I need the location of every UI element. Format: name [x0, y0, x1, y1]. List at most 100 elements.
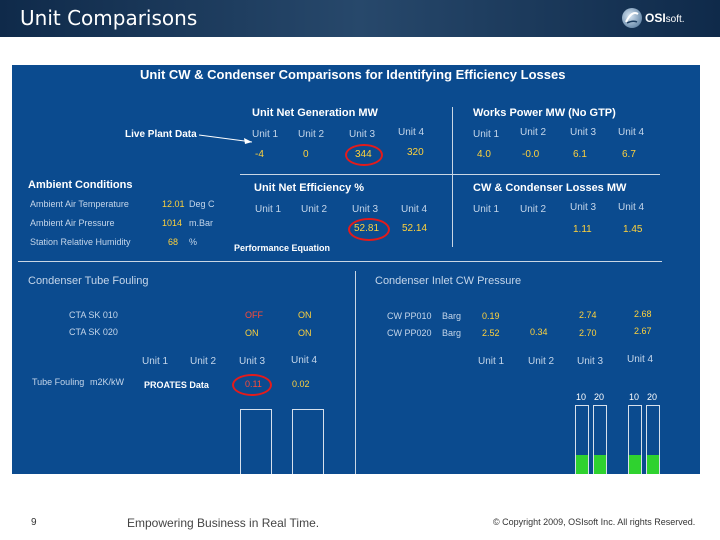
works-power-value-1: 4.0 [477, 149, 491, 160]
pump-20-label-unit-4: 20 [647, 392, 658, 402]
works-power-unit-2: Unit 2 [520, 127, 547, 138]
ambient-pressure-label: Ambient Air Pressure [30, 218, 115, 228]
works-power-unit-3: Unit 3 [570, 127, 597, 138]
highlight-ring-net-eff [348, 218, 390, 241]
cw-bar-unit-3-pp020 [593, 405, 607, 474]
fouling-bar-unit-4 [292, 409, 324, 474]
highlight-ring-fouling [232, 374, 272, 396]
proates-data-label: PROATES Data [144, 380, 209, 390]
net-generation-title: Unit Net Generation MW [252, 107, 378, 119]
net-eff-unit-3: Unit 3 [352, 204, 379, 215]
grid-line-upper [240, 174, 660, 175]
cw-pp020-unit-3: 2.70 [579, 328, 597, 338]
fouling-unit-3: Unit 3 [239, 356, 266, 367]
cw-bar-unit-3-pp020-fill [594, 455, 606, 474]
cw-pp010-unit: Barg [442, 311, 462, 321]
cw-pressure-unit-1: Unit 1 [478, 356, 505, 367]
humidity-value: 68 [168, 237, 179, 247]
net-gen-unit-2: Unit 2 [298, 129, 325, 140]
page-title: Unit Comparisons [20, 6, 198, 30]
cw-bar-unit-4-pp020 [646, 405, 660, 474]
net-eff-unit-4: Unit 4 [401, 204, 428, 215]
fouling-unit-4: Unit 4 [291, 355, 318, 366]
cw-pressure-unit-2: Unit 2 [528, 356, 555, 367]
cw-pp020-unit-1: 2.52 [482, 328, 500, 338]
page-number: 9 [31, 517, 37, 528]
cta-sk-020-unit-4: ON [298, 328, 312, 338]
highlight-ring-net-gen [345, 144, 383, 166]
cw-bar-unit-4-pp010-fill [629, 455, 641, 474]
fouling-unit-2: Unit 2 [190, 356, 217, 367]
pump-20-label-unit-3: 20 [594, 392, 605, 402]
tube-fouling-label: Tube Fouling [32, 377, 85, 387]
fouling-value-4: 0.02 [292, 379, 310, 389]
pump-10-label-unit-4: 10 [629, 392, 640, 402]
cta-sk-010-label: CTA SK 010 [69, 310, 118, 320]
cw-losses-value-3: 1.11 [573, 224, 592, 235]
humidity-unit: % [189, 237, 198, 247]
cw-pp020-unit: Barg [442, 328, 462, 338]
cta-sk-020-unit-3: ON [245, 328, 259, 338]
works-power-unit-1: Unit 1 [473, 129, 500, 140]
net-gen-value-4: 320 [407, 147, 424, 158]
cw-bar-unit-4-pp010 [628, 405, 642, 474]
logo-text-bold: OSI [645, 11, 666, 25]
cw-pp010-unit-3: 2.74 [579, 310, 597, 320]
ambient-temp-unit: Deg C [189, 199, 215, 209]
works-power-unit-4: Unit 4 [618, 127, 645, 138]
cw-pp010-unit-1: 0.19 [482, 311, 500, 321]
net-eff-unit-1: Unit 1 [255, 204, 282, 215]
cw-pp020-label: CW PP020 [387, 328, 432, 338]
osisoft-logo: OSIsoft. [622, 8, 688, 30]
cw-losses-unit-1: Unit 1 [473, 204, 500, 215]
cw-losses-unit-3: Unit 3 [570, 202, 597, 213]
cw-pressure-unit-4: Unit 4 [627, 354, 654, 365]
works-power-value-3: 6.1 [573, 149, 587, 160]
footer-tagline: Empowering Business in Real Time. [127, 516, 320, 530]
net-efficiency-title: Unit Net Efficiency % [254, 182, 365, 194]
tube-fouling-title: Condenser Tube Fouling [28, 275, 149, 287]
cw-bar-unit-3-pp010 [575, 405, 589, 474]
net-gen-unit-4: Unit 4 [398, 127, 425, 138]
cw-pressure-title: Condenser Inlet CW Pressure [375, 275, 522, 287]
ambient-temp-value: 12.01 [162, 199, 185, 209]
cta-sk-010-unit-4: ON [298, 310, 312, 320]
grid-line-upper-vertical [452, 107, 453, 247]
logo-text-rest: soft. [665, 14, 685, 25]
slide-header: Unit Comparisons OSIsoft. [0, 0, 720, 37]
ambient-temp-label: Ambient Air Temperature [30, 199, 129, 209]
net-eff-unit-2: Unit 2 [301, 204, 328, 215]
net-gen-value-1: -4 [255, 149, 264, 160]
cw-pp020-unit-2: 0.34 [530, 327, 548, 337]
pointer-arrow [198, 134, 253, 144]
grid-line-middle [18, 261, 662, 262]
net-gen-unit-1: Unit 1 [252, 129, 279, 140]
tube-fouling-unit: m2K/kW [90, 377, 125, 387]
globe-icon [622, 8, 642, 28]
ambient-pressure-unit: m.Bar [189, 218, 214, 228]
cw-pp010-label: CW PP010 [387, 311, 432, 321]
pump-10-label-unit-3: 10 [576, 392, 587, 402]
cw-bar-unit-4-pp020-fill [647, 455, 659, 474]
footer-copyright: © Copyright 2009, OSIsoft Inc. All right… [493, 517, 696, 527]
panel-title: Unit CW & Condenser Comparisons for Iden… [140, 67, 566, 82]
performance-equation-label: Performance Equation [234, 243, 331, 253]
cta-sk-010-unit-3: OFF [245, 310, 263, 320]
cw-pp020-unit-4: 2.67 [634, 326, 652, 336]
cw-pressure-unit-3: Unit 3 [577, 356, 604, 367]
cta-sk-020-label: CTA SK 020 [69, 327, 118, 337]
cw-losses-unit-4: Unit 4 [618, 202, 645, 213]
cw-pp010-unit-4: 2.68 [634, 309, 652, 319]
works-power-title: Works Power MW (No GTP) [473, 107, 616, 119]
dashboard-panel: Unit CW & Condenser Comparisons for Iden… [12, 65, 700, 474]
cw-losses-unit-2: Unit 2 [520, 204, 547, 215]
ambient-pressure-value: 1014 [162, 218, 183, 228]
cw-losses-value-4: 1.45 [623, 224, 643, 235]
cw-losses-title: CW & Condenser Losses MW [473, 182, 627, 194]
net-gen-value-2: 0 [303, 149, 309, 160]
cw-bar-unit-3-pp010-fill [576, 454, 588, 474]
grid-line-lower-vertical [355, 271, 356, 474]
net-eff-value-4: 52.14 [402, 223, 428, 234]
fouling-unit-1: Unit 1 [142, 356, 169, 367]
humidity-label: Station Relative Humidity [30, 237, 131, 247]
